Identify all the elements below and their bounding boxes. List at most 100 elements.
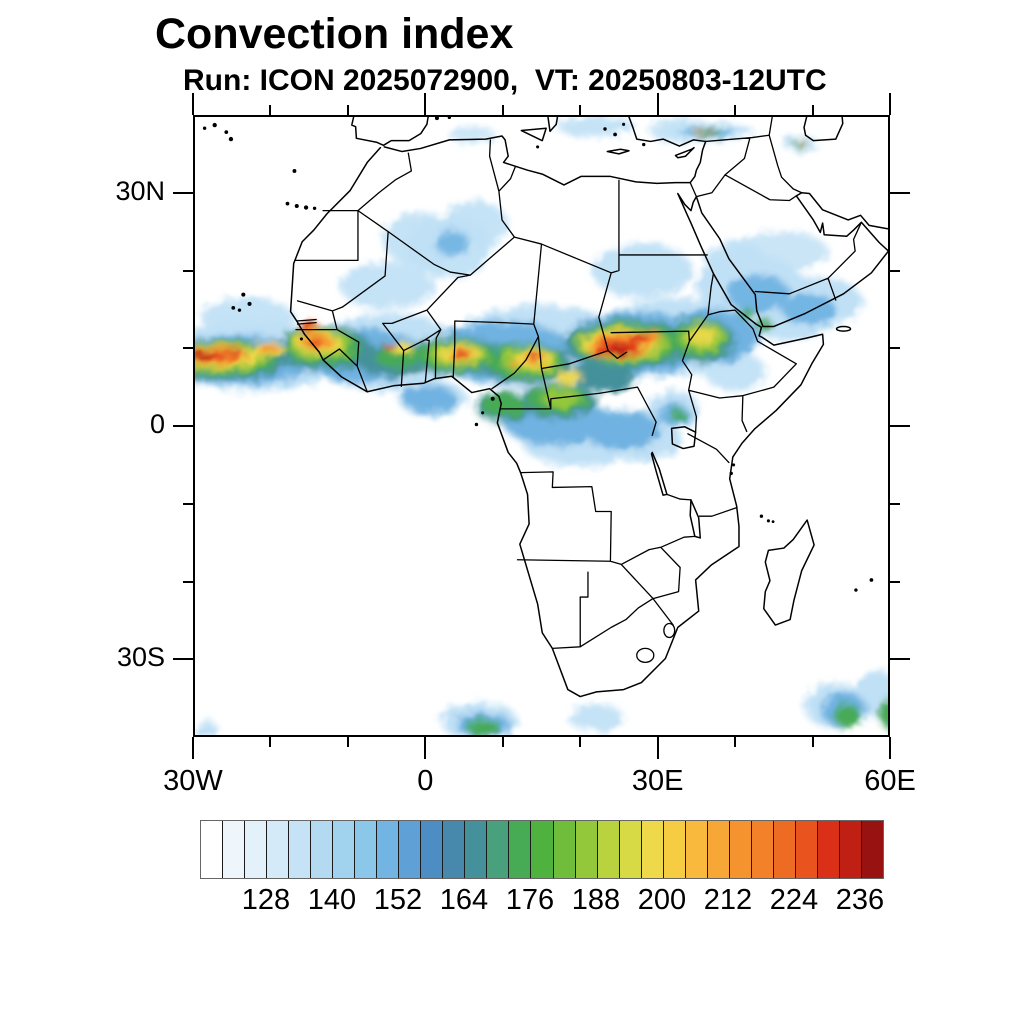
- colorbar-cell: [751, 821, 774, 878]
- x-axis-tick: [424, 93, 427, 115]
- lake-victoria: [672, 427, 696, 449]
- x-axis-tick: [346, 737, 349, 747]
- x-axis-tick: [656, 93, 659, 115]
- y-axis-tick: [183, 347, 193, 350]
- y-axis-tick: [890, 580, 900, 583]
- colorbar-label: 224: [769, 884, 819, 916]
- colorbar-cell: [575, 821, 598, 878]
- x-axis-label: 30W: [163, 765, 223, 797]
- colorbar-cell: [333, 821, 356, 878]
- country-borders: [296, 117, 861, 663]
- lesotho-border: [637, 648, 654, 662]
- x-axis-tick: [346, 105, 349, 115]
- x-axis-tick: [579, 105, 582, 115]
- y-axis-label: 30N: [115, 175, 165, 206]
- colorbar-cell: [399, 821, 422, 878]
- cyprus-coast: [675, 148, 694, 158]
- iberia-coast: [352, 115, 429, 145]
- africa-map: [193, 115, 890, 737]
- colorbar-cell: [663, 821, 686, 878]
- colorbar-label: 128: [241, 884, 291, 916]
- colorbar-cell: [421, 821, 444, 878]
- x-axis-tick: [889, 737, 891, 759]
- colorbar-cell: [817, 821, 840, 878]
- x-axis-tick: [811, 105, 814, 115]
- x-axis-tick: [269, 737, 272, 747]
- colorbar-cell: [223, 821, 246, 878]
- colorbar-cell: [443, 821, 466, 878]
- y-axis-tick: [183, 580, 193, 583]
- x-axis-tick: [269, 105, 272, 115]
- mediterranean-coast: [384, 115, 705, 185]
- x-axis-tick: [734, 737, 737, 747]
- colorbar-cell: [839, 821, 862, 878]
- y-axis-label: 30S: [116, 642, 165, 673]
- map-area: [193, 115, 890, 737]
- colorbar-label: 176: [505, 884, 555, 916]
- convection-field: [193, 116, 890, 737]
- x-axis-tick: [656, 737, 659, 759]
- x-axis-tick: [424, 737, 427, 759]
- x-axis-label: 0: [417, 765, 434, 797]
- colorbar-label: 212: [703, 884, 753, 916]
- colorbar-cell: [729, 821, 752, 878]
- y-axis-tick: [173, 425, 193, 427]
- colorbar-cell: [311, 821, 334, 878]
- colorbar-cell: [861, 821, 883, 878]
- colorbar-cell: [685, 821, 708, 878]
- colorbar-cell: [465, 821, 488, 878]
- coastline-paths: [291, 115, 890, 697]
- x-axis-tick: [734, 105, 737, 115]
- y-axis-tick: [183, 502, 193, 505]
- x-axis-tick: [501, 737, 504, 747]
- y-axis-label: 0: [149, 409, 165, 439]
- lake-malawi: [690, 500, 700, 538]
- colorbar-cell: [597, 821, 620, 878]
- sicily-italy-coast: [521, 115, 557, 141]
- colorbar-label: 236: [835, 884, 885, 916]
- colorbar-label: 188: [571, 884, 621, 916]
- colorbar-label: 152: [373, 884, 423, 916]
- colorbar-cell: [707, 821, 730, 878]
- x-axis-tick: [889, 93, 891, 115]
- socotra-island: [837, 326, 851, 331]
- colorbar-cell: [355, 821, 378, 878]
- island-dots: [202, 115, 874, 592]
- x-axis-tick: [811, 737, 814, 747]
- africa-arabia-coast: [291, 148, 890, 697]
- x-axis-label: 30E: [631, 765, 684, 797]
- colorbar-cell: [531, 821, 554, 878]
- colorbar-label: 200: [637, 884, 687, 916]
- y-axis-tick: [890, 269, 900, 272]
- colorbar-cell: [289, 821, 312, 878]
- colorbar-cell: [377, 821, 400, 878]
- y-axis-tick: [183, 269, 193, 272]
- colorbar-cell: [641, 821, 664, 878]
- lake-tanganyika: [651, 452, 666, 495]
- colorbar-cell: [773, 821, 796, 878]
- madagascar-coast: [764, 520, 814, 625]
- eswatini-border: [664, 623, 675, 637]
- x-axis-tick: [501, 105, 504, 115]
- x-axis-tick: [192, 93, 194, 115]
- colorbar-cell: [619, 821, 642, 878]
- x-axis-tick: [192, 737, 194, 759]
- colorbar-label: 164: [439, 884, 489, 916]
- colorbar-cell: [553, 821, 576, 878]
- y-axis-tick: [890, 191, 910, 194]
- run-valid-time-subtitle: Run: ICON 2025072900, VT: 20250803-12UTC: [183, 64, 827, 97]
- y-axis-tick: [890, 502, 900, 505]
- colorbar-label: 140: [307, 884, 357, 916]
- y-axis-tick: [890, 425, 910, 427]
- page-title: Convection index: [155, 10, 514, 58]
- colorbar-cell: [267, 821, 290, 878]
- y-axis-tick: [890, 347, 900, 350]
- colorbar-cell: [795, 821, 818, 878]
- colorbar-cell: [509, 821, 532, 878]
- colorbar-cell: [487, 821, 510, 878]
- y-axis-tick: [890, 658, 910, 661]
- y-axis-tick: [173, 191, 193, 194]
- y-axis-tick: [173, 658, 193, 661]
- x-axis-tick: [579, 737, 582, 747]
- colorbar: [200, 820, 884, 879]
